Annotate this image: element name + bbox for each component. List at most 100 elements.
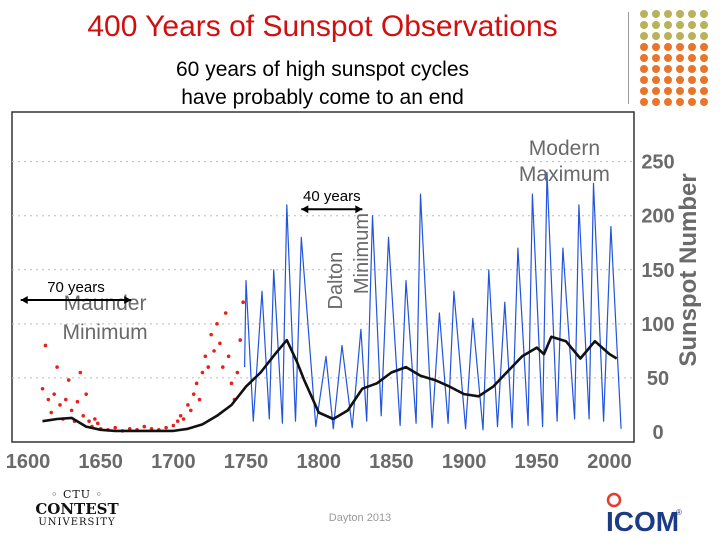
dot [688,21,696,29]
early-observation-point [95,421,100,426]
x-tick-label: 1750 [224,451,269,473]
early-observation-point [200,370,205,375]
early-observation-point [226,354,231,359]
footer-event: Dayton 2013 [328,512,392,524]
arrowhead [355,205,363,214]
early-observation-point [178,413,183,418]
dot [640,10,648,18]
early-observation-point [209,332,213,337]
icom-logo: ICOM ® [598,488,698,543]
dot [676,54,684,62]
x-tick-label: 1950 [515,451,560,473]
dot [688,65,696,73]
dot [688,98,696,106]
x-tick-label: 2000 [587,451,632,473]
dot [640,76,648,84]
early-observation-point [203,354,208,359]
icom-wordmark: ICOM [606,506,680,537]
dot [640,43,648,51]
dot [688,32,696,40]
cu-logo-main: CONTEST [35,500,119,518]
early-observation-point [194,381,199,386]
dot [688,76,696,84]
dot [688,54,696,62]
title-divider [628,12,629,104]
dot [664,10,672,18]
contest-university-logo: ◦ CTU ◦ CONTEST UNIVERSITY [22,488,132,529]
dot [664,65,672,73]
dot [700,54,708,62]
cu-logo-top: ◦ CTU ◦ [51,488,103,501]
chart-annotation: Maximum [519,163,610,186]
y-tick-label: 200 [641,206,674,228]
dot [652,76,660,84]
early-observation-point [49,410,54,415]
y-tick-label: 50 [647,368,669,390]
icom-ring-icon [606,492,622,508]
subtitle-line-2: have probably come to an end [181,86,464,109]
span-label: 70 years [47,279,105,296]
dot [700,32,708,40]
y-axis: 0 50 100 150 200 250 [641,152,674,444]
dot [664,21,672,29]
dot [664,32,672,40]
dot [652,54,660,62]
dot [700,10,708,18]
slide-subtitle: 60 years of high sunspot cycles have pro… [0,56,645,112]
arrowhead [301,205,309,214]
dot [652,10,660,18]
early-observation-point [55,365,59,369]
dot [676,10,684,18]
dot [640,65,648,73]
early-observation-point [215,322,219,326]
dot [652,87,660,95]
decorative-dot-grid [640,10,708,106]
chart-annotation: Dalton [325,252,347,310]
span-label: 40 years [303,188,361,205]
early-observation-point [40,386,45,391]
smoothed-trend-line [42,335,618,433]
early-observation-point [84,392,88,396]
dot [676,98,684,106]
early-observation-point [113,425,118,430]
early-observation-point [78,370,83,375]
dot [652,32,660,40]
dot [676,87,684,95]
dot [688,87,696,95]
early-observation-point [238,338,243,342]
early-observation-point [142,424,147,429]
dot [700,21,708,29]
dot [652,43,660,51]
x-axis: 1600 1650 1700 1750 1800 1850 1900 1950 2000 [6,451,632,473]
early-observation-point [93,417,97,421]
dot [664,98,672,106]
early-observation-point [241,300,245,305]
cu-logo-sub: UNIVERSITY [38,517,116,528]
slide-title: 400 Years of Sunspot Observations [87,10,558,43]
icom-registered-mark: ® [676,508,682,517]
early-observation-point [229,381,234,386]
dot [688,10,696,18]
early-observation-point [189,408,193,413]
chart-annotation: Minimum [351,213,373,294]
early-observation-point [81,413,86,418]
dot [700,76,708,84]
chart-annotation: Modern [529,137,600,160]
dot [676,43,684,51]
dot [676,21,684,29]
dot [700,65,708,73]
dot [640,98,648,106]
early-observation-point [66,378,71,382]
chart-annotation: Minimum [62,321,147,344]
early-observation-point [218,341,222,346]
early-observation-point [223,311,228,315]
x-tick-label: 1900 [442,451,487,473]
dot [676,65,684,73]
x-tick-label: 1650 [78,451,123,473]
y-tick-label: 250 [641,152,674,174]
x-tick-label: 1800 [296,451,341,473]
dot [640,87,648,95]
dot [700,43,708,51]
plot-series [40,171,622,433]
dot [640,32,648,40]
